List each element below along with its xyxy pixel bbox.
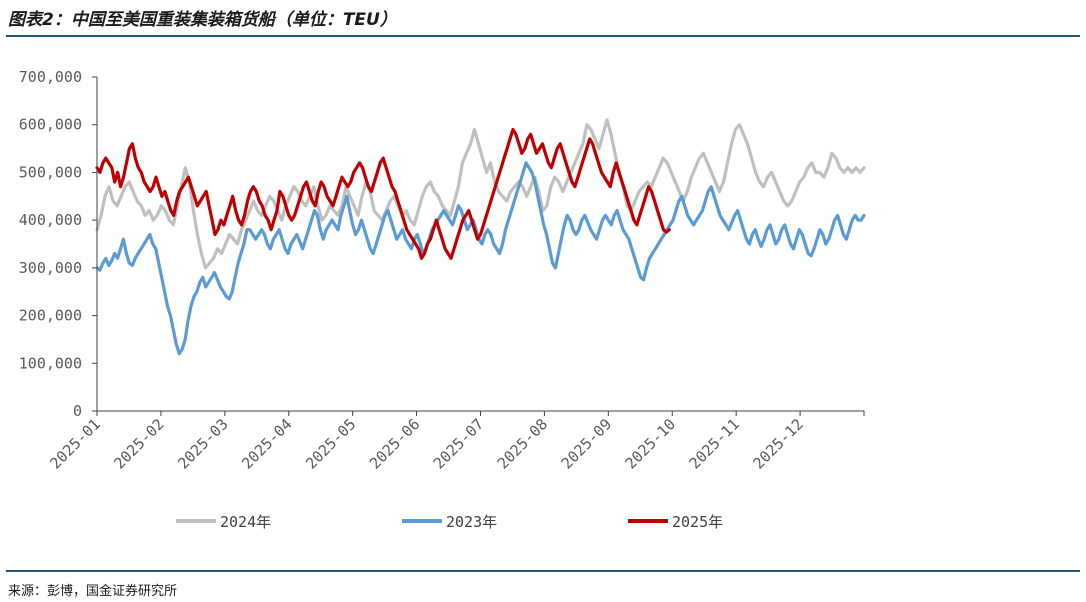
series-line-2024 [95, 118, 866, 270]
x-tick-label: 2025-10 [622, 415, 679, 472]
chart-title: 图表2：中国至美国重装集装箱货船（单位：TEU） [8, 10, 397, 30]
x-tick-label: 2025-05 [302, 415, 359, 472]
x-tick-label: 2025-03 [174, 415, 231, 472]
series-line-2025 [95, 127, 671, 260]
source-note: 来源：彭博，国金证券研究所 [8, 584, 178, 599]
x-tick-label: 2025-08 [494, 415, 551, 472]
y-tick-label: 500,000 [19, 163, 82, 181]
series-line-2023 [95, 161, 866, 356]
bottom-rule [6, 570, 1080, 572]
x-tick-label: 2025-09 [558, 415, 615, 472]
y-tick-label: 400,000 [19, 211, 82, 229]
x-tick-label: 2025-04 [238, 415, 295, 472]
y-tick-label: 700,000 [19, 68, 82, 86]
x-axis: 2025-01 2025-02 2025-03 2025-04 2025-05 2025-… [46, 411, 865, 473]
x-tick-label: 2025-06 [366, 415, 423, 472]
x-tick-label: 2025-07 [430, 415, 487, 472]
legend-label-2024: 2024年 [220, 513, 271, 531]
y-tick-label: 100,000 [19, 354, 82, 372]
x-tick-label: 2025-01 [46, 415, 103, 472]
series-layer [95, 118, 866, 356]
y-tick-label: 0 [73, 402, 82, 420]
legend-label-2025: 2025年 [672, 513, 723, 531]
y-tick-label: 600,000 [19, 116, 82, 134]
x-tick-label: 2025-11 [686, 415, 743, 472]
y-tick-label: 200,000 [19, 307, 82, 325]
y-axis: 700,000 600,000 500,000 400,000 300,000 200,0… [19, 68, 97, 420]
legend: 2024年 2023年 2025年 [176, 513, 723, 531]
x-tick-label: 2025-12 [749, 415, 806, 472]
legend-label-2023: 2023年 [446, 513, 497, 531]
y-tick-label: 300,000 [19, 259, 82, 277]
x-tick-label: 2025-02 [110, 415, 167, 472]
top-rule [6, 35, 1080, 37]
